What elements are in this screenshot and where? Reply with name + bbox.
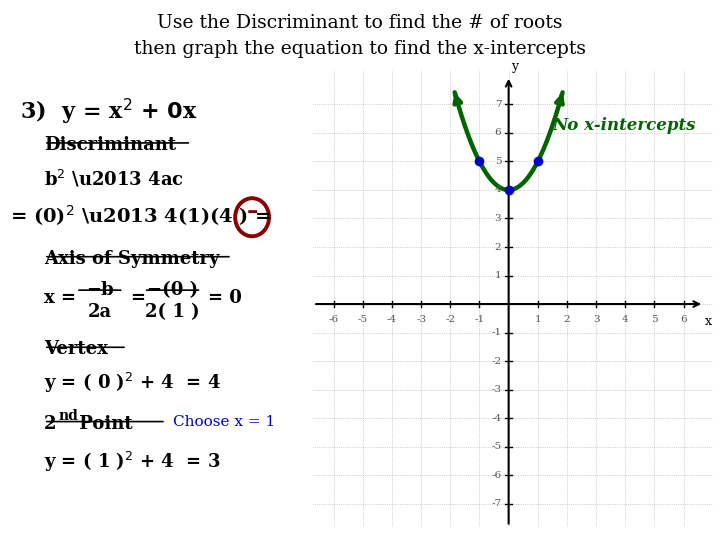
Text: 2: 2	[44, 415, 56, 433]
Text: 3: 3	[495, 214, 501, 223]
Text: y = ( 1 )$^2$ + 4  = 3: y = ( 1 )$^2$ + 4 = 3	[44, 449, 220, 474]
Text: –: –	[246, 201, 258, 223]
Text: 6: 6	[680, 315, 687, 325]
Text: = 0: = 0	[208, 289, 242, 307]
Text: nd: nd	[58, 409, 78, 423]
Text: Choose x = 1: Choose x = 1	[173, 415, 275, 429]
Text: 1: 1	[534, 315, 541, 325]
Text: y = ( 0 )$^2$ + 4  = 4: y = ( 0 )$^2$ + 4 = 4	[44, 370, 221, 395]
Text: Point: Point	[73, 415, 132, 433]
Text: 3: 3	[593, 315, 600, 325]
Text: 4: 4	[622, 315, 629, 325]
Text: y: y	[511, 60, 518, 73]
Text: 4: 4	[495, 185, 501, 194]
Text: -5: -5	[491, 442, 501, 451]
Text: -1: -1	[491, 328, 501, 337]
Text: Vertex: Vertex	[44, 340, 108, 359]
Text: -7: -7	[491, 499, 501, 508]
Text: -3: -3	[416, 315, 426, 325]
Text: Discriminant: Discriminant	[44, 136, 176, 154]
Text: -5: -5	[358, 315, 368, 325]
Text: =: =	[130, 289, 145, 307]
Text: 7: 7	[495, 100, 501, 109]
Text: 2( 1 ): 2( 1 )	[145, 303, 200, 321]
Text: -3: -3	[491, 385, 501, 394]
Text: Use the Discriminant to find the # of roots: Use the Discriminant to find the # of ro…	[157, 14, 563, 31]
Text: −b: −b	[86, 281, 114, 299]
Text: −(0 ): −(0 )	[147, 281, 198, 299]
Text: -6: -6	[328, 315, 338, 325]
Text: x =: x =	[44, 289, 82, 307]
Text: 5: 5	[651, 315, 658, 325]
Text: 2: 2	[564, 315, 570, 325]
Text: -4: -4	[491, 414, 501, 423]
Text: 5: 5	[495, 157, 501, 166]
Text: 2a: 2a	[88, 303, 112, 321]
Text: b$^2$ \u2013 4ac: b$^2$ \u2013 4ac	[44, 168, 184, 190]
Text: 2: 2	[495, 242, 501, 252]
Text: -4: -4	[387, 315, 397, 325]
Text: No x-intercepts: No x-intercepts	[552, 117, 696, 134]
Text: -2: -2	[445, 315, 455, 325]
Text: Axis of Symmetry: Axis of Symmetry	[44, 249, 220, 268]
Text: then graph the equation to find the x-intercepts: then graph the equation to find the x-in…	[134, 40, 586, 58]
Text: 3)  y = x$^2$ + $\mathbf{0}$x: 3) y = x$^2$ + $\mathbf{0}$x	[20, 97, 198, 127]
Text: -1: -1	[474, 315, 485, 325]
Text: = (0)$^2$ \u2013 4(1)(4 ) =: = (0)$^2$ \u2013 4(1)(4 ) =	[10, 203, 271, 228]
Text: 1: 1	[495, 271, 501, 280]
Text: 6: 6	[495, 129, 501, 138]
Text: x: x	[705, 315, 712, 328]
Text: -6: -6	[491, 471, 501, 480]
Text: -2: -2	[491, 356, 501, 366]
